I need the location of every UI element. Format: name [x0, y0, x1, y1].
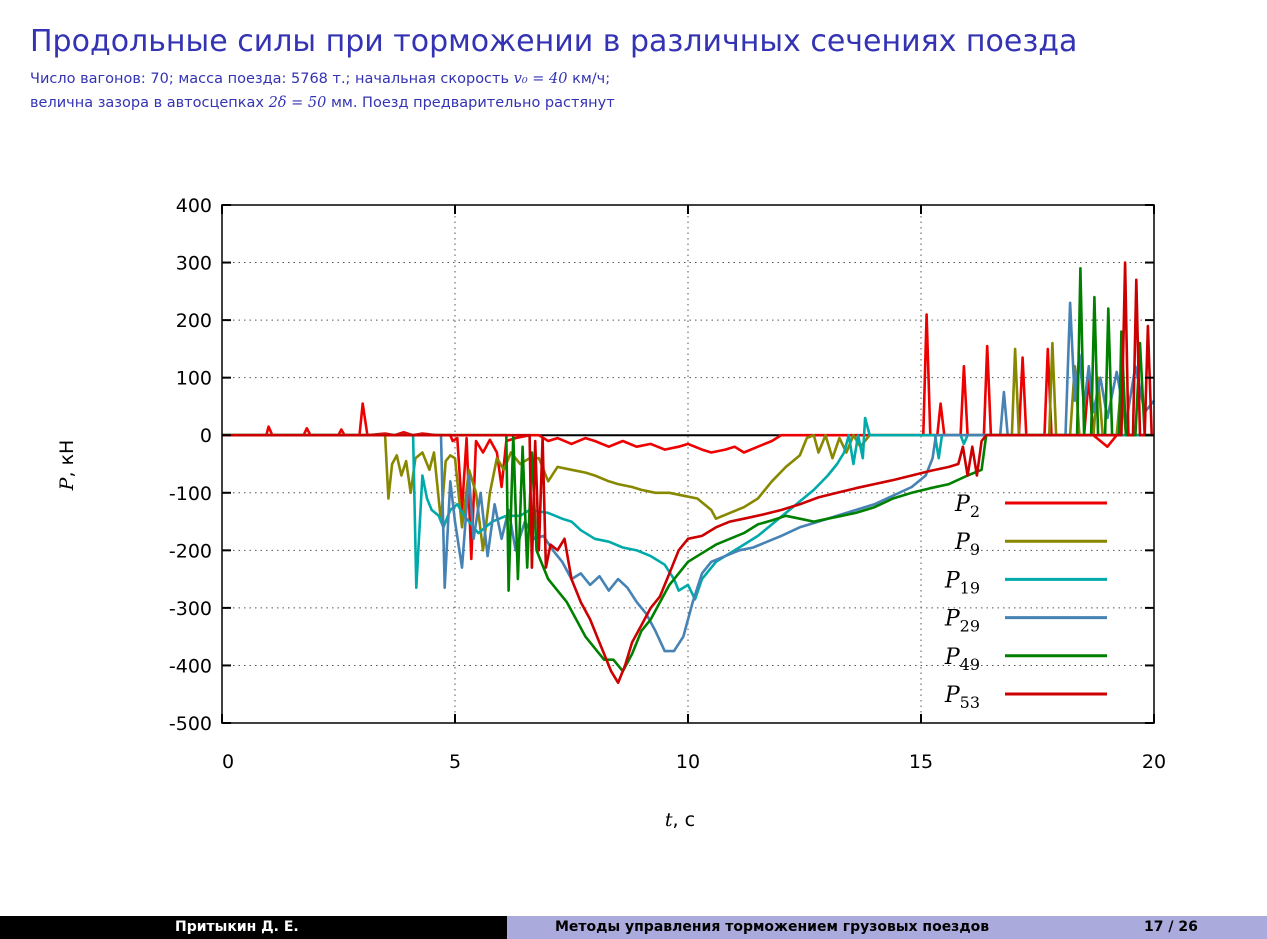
legend-label-P19: P19 [944, 568, 980, 597]
footer: Притыкин Д. Е. Методы управления торможе… [0, 916, 1267, 939]
x-tick-label: 10 [676, 751, 700, 773]
slide-subtitle-line2: велична зазора в автосцепках 2δ = 50 мм.… [30, 95, 615, 111]
y-tick-label: 0 [200, 425, 212, 447]
y-tick-label: -200 [169, 540, 212, 562]
slide-subtitle-line1: Число вагонов: 70; масса поезда: 5768 т.… [30, 71, 610, 87]
legend-label-P53: P53 [944, 683, 980, 712]
page-number: 17 / 26 [1144, 919, 1198, 935]
y-tick-label: -400 [169, 655, 212, 677]
subtitle-text: мм. Поезд предварительно растянут [326, 95, 615, 111]
y-tick-label: 200 [176, 310, 212, 332]
y-tick-label: 100 [176, 368, 212, 390]
y-tick-label: -100 [169, 483, 212, 505]
y-axis-label: P, кН [56, 440, 78, 492]
footer-title-box: Методы управления торможением грузовых п… [507, 916, 1267, 939]
y-tick-label: -300 [169, 598, 212, 620]
series-line-P29 [222, 301, 1156, 653]
legend-label-P29: P29 [944, 607, 980, 636]
series-line-P2 [222, 313, 1154, 561]
series-line-P49 [222, 266, 1154, 673]
series-line-P19 [222, 416, 1154, 601]
subtitle-math: v₀ = 40 [513, 71, 568, 87]
y-tick-label: -500 [169, 713, 212, 735]
x-tick-label: 5 [449, 751, 461, 773]
chart: 400 300 200 100 0 -100 -200 -300 -400 -500 0 5 10 15 2… [56, 195, 1166, 831]
y-tick-label: 400 [176, 195, 212, 217]
footer-author: Притыкин Д. Е. [175, 919, 299, 935]
x-axis-label: t, с [665, 809, 695, 831]
x-tick-label: 20 [1142, 751, 1166, 773]
footer-title: Методы управления торможением грузовых п… [555, 919, 990, 935]
subtitle-text: велична зазора в автосцепках [30, 95, 269, 111]
x-tick-label: 0 [222, 751, 234, 773]
legend-label-P2: P2 [954, 492, 980, 521]
legend-label-P9: P9 [954, 530, 980, 559]
subtitle-math: 2δ = 50 [268, 95, 327, 111]
slide-title: Продольные силы при торможении в различн… [30, 24, 1078, 59]
series-line-P53 [222, 261, 1154, 685]
subtitle-text: Число вагонов: 70; масса поезда: 5768 т.… [30, 71, 514, 87]
subtitle-text: км/ч; [567, 71, 611, 87]
x-tick-label: 15 [909, 751, 933, 773]
legend-label-P49: P49 [944, 645, 980, 674]
footer-author-box: Притыкин Д. Е. [0, 916, 507, 939]
y-tick-label: 300 [176, 253, 212, 275]
